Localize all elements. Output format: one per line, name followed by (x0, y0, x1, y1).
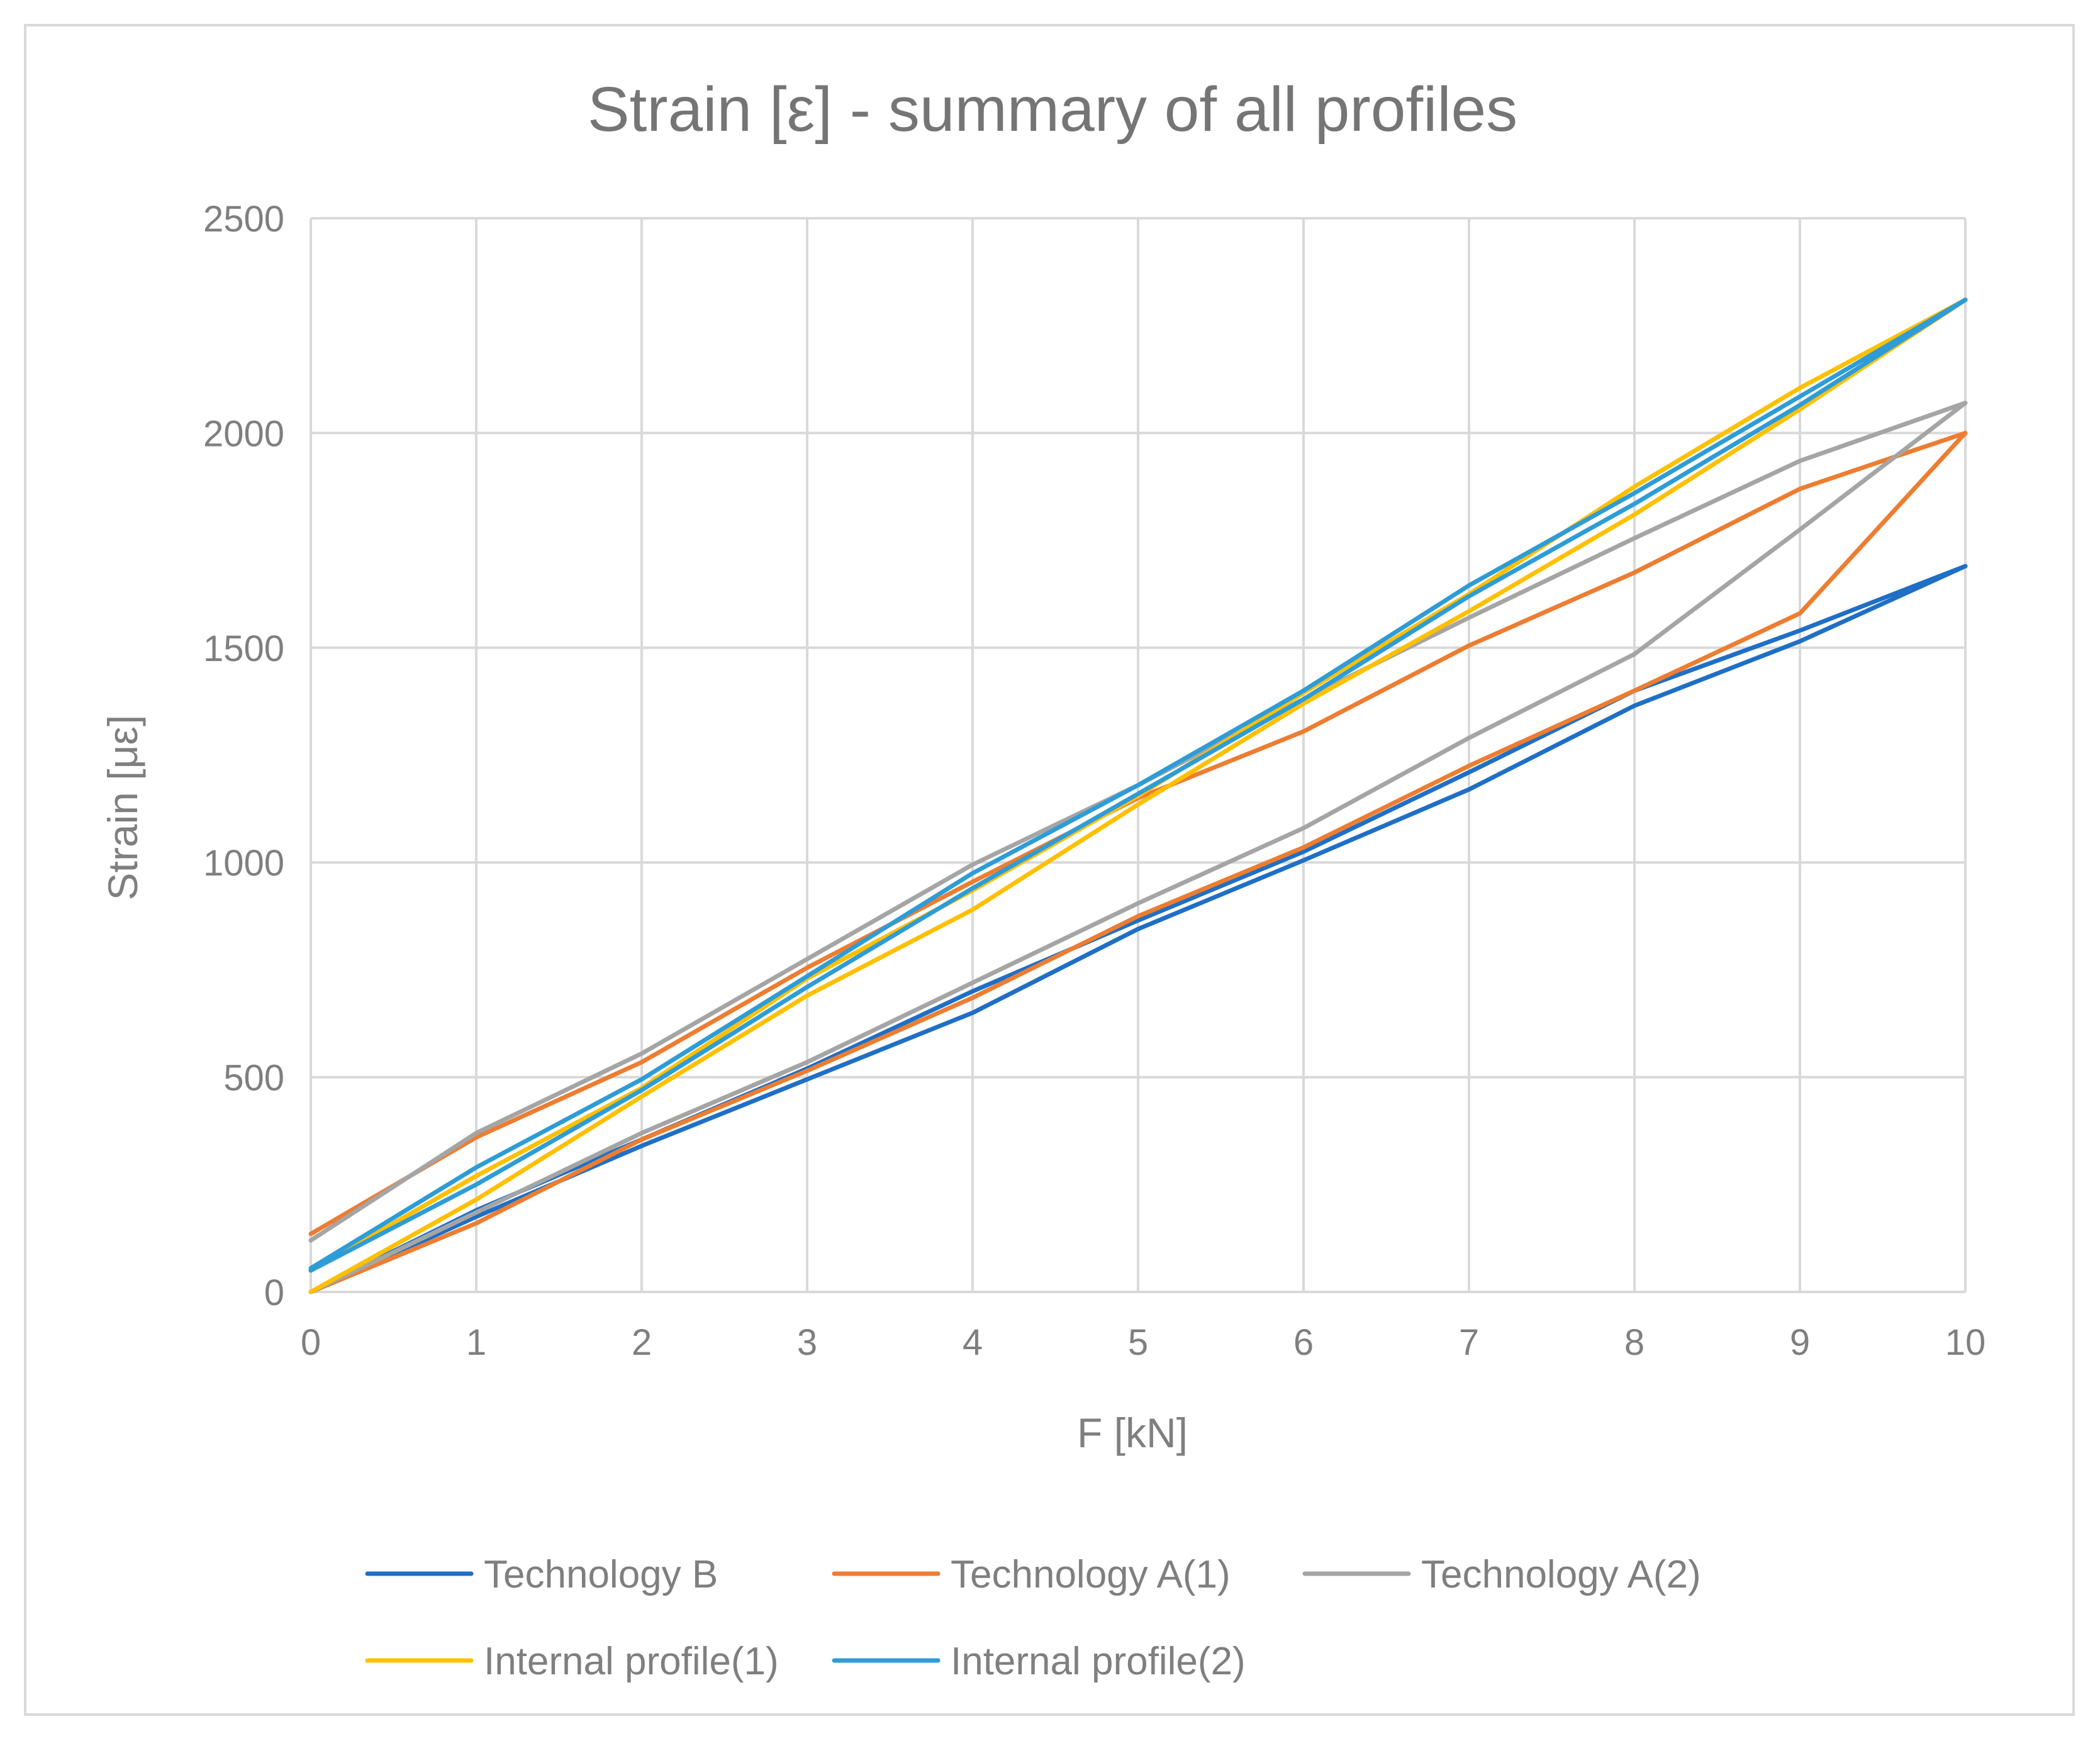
x-tick-label: 1 (466, 1322, 486, 1363)
y-tick-label: 500 (223, 1058, 284, 1099)
grid-layer (310, 217, 1967, 1293)
x-tick-label: 4 (963, 1322, 983, 1363)
y-tick-label: 2000 (203, 413, 284, 454)
x-tick-label: 10 (1945, 1322, 1986, 1363)
x-axis-title: F [kN] (1077, 1410, 1188, 1456)
legend-label-5: Internal profile(2) (951, 1640, 1246, 1683)
legend-label-2: Technology A(1) (951, 1553, 1231, 1596)
series-layer (308, 298, 1968, 1294)
series-line-2 (308, 430, 1968, 1294)
x-tick-label: 2 (632, 1322, 652, 1363)
tick-layer: 0 1 2 3 4 5 6 7 8 9 10 0 500 1000 1500 2000 2500 (203, 199, 1986, 1363)
x-tick-label: 6 (1293, 1322, 1314, 1363)
chart-svg: Strain [ε] - summary of all profiles 0 1 2… (99, 74, 1986, 1683)
legend-label-3: Technology A(2) (1421, 1553, 1701, 1596)
y-tick-label: 1500 (203, 628, 284, 669)
y-tick-label: 1000 (203, 843, 284, 884)
chart-title: Strain [ε] - summary of all profiles (588, 74, 1517, 145)
series-line-3 (308, 401, 1968, 1294)
x-tick-label: 0 (301, 1322, 321, 1363)
chart-frame: Strain [ε] - summary of all profiles 0 1 2… (24, 24, 2075, 1716)
x-tick-label: 7 (1459, 1322, 1479, 1363)
x-tick-label: 3 (797, 1322, 817, 1363)
x-tick-label: 8 (1624, 1322, 1645, 1363)
legend: Technology B Technology A(1) Technology A(… (365, 1553, 1701, 1683)
legend-label-1: Technology B (484, 1553, 718, 1596)
y-tick-label: 0 (264, 1272, 284, 1313)
legend-label-4: Internal profile(1) (484, 1640, 779, 1683)
y-tick-label: 2500 (203, 199, 284, 240)
x-tick-label: 5 (1128, 1322, 1148, 1363)
y-axis-title: Strain [με] (99, 715, 146, 901)
x-tick-label: 9 (1790, 1322, 1810, 1363)
series-line-5 (308, 298, 1968, 1273)
series-line-1 (308, 564, 1968, 1294)
